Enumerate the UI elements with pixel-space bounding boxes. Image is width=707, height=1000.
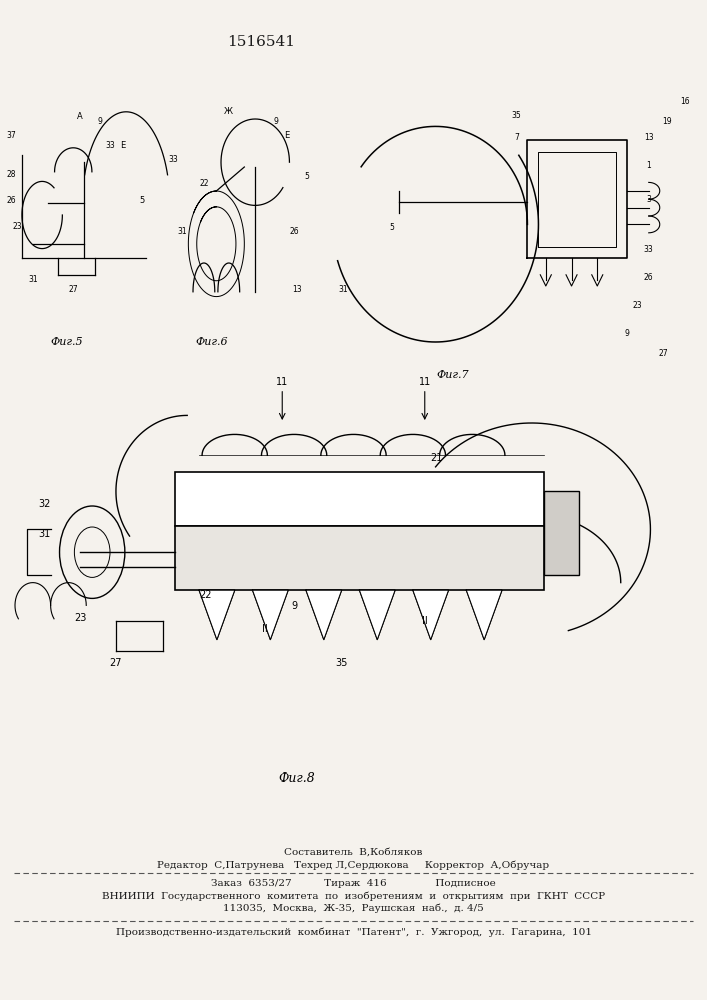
Text: 22: 22: [199, 179, 209, 188]
Text: 33: 33: [168, 155, 177, 164]
Text: 13: 13: [644, 133, 653, 142]
Polygon shape: [175, 526, 544, 590]
Text: 11: 11: [276, 377, 288, 387]
Text: 31: 31: [177, 227, 187, 236]
Text: Составитель  В,Кобляков: Составитель В,Кобляков: [284, 848, 423, 856]
Text: 32: 32: [38, 499, 51, 509]
Text: 19: 19: [662, 117, 672, 126]
Polygon shape: [199, 590, 235, 640]
Polygon shape: [544, 491, 579, 575]
Text: 5: 5: [139, 196, 144, 205]
Text: II: II: [262, 624, 267, 634]
Text: 33: 33: [644, 245, 653, 254]
Text: 1: 1: [646, 161, 651, 170]
Text: 9: 9: [273, 117, 278, 126]
Text: 11: 11: [419, 377, 431, 387]
Text: E: E: [120, 141, 126, 150]
Text: 31: 31: [28, 275, 37, 284]
Text: 1516541: 1516541: [228, 35, 296, 49]
Text: Производственно-издательский  комбинат  "Патент",  г.  Ужгород,  ул.  Гагарина, : Производственно-издательский комбинат "П…: [115, 927, 592, 937]
Text: 37: 37: [6, 131, 16, 140]
Text: 23: 23: [633, 301, 643, 310]
Text: Ж: Ж: [224, 107, 233, 116]
Text: 26: 26: [289, 227, 299, 236]
Polygon shape: [306, 590, 341, 640]
Text: 9: 9: [624, 329, 629, 338]
Text: 26: 26: [644, 273, 653, 282]
Text: 23: 23: [13, 222, 22, 231]
Text: Редактор  С,Патрунева   Техред Л,Сердюкова     Корректор  А,Обручар: Редактор С,Патрунева Техред Л,Сердюкова …: [158, 860, 549, 870]
Text: 27: 27: [69, 285, 78, 294]
Text: 35: 35: [335, 658, 348, 668]
Text: 35: 35: [512, 111, 521, 120]
Text: 31: 31: [339, 285, 349, 294]
Text: E: E: [284, 131, 289, 140]
Text: Фиг.5: Фиг.5: [51, 337, 83, 347]
Text: 5: 5: [304, 172, 309, 181]
Text: 3: 3: [646, 195, 651, 204]
Text: 21: 21: [431, 453, 443, 463]
Text: 26: 26: [6, 196, 16, 205]
Text: A: A: [76, 112, 82, 121]
Text: 33: 33: [106, 141, 115, 150]
Text: 27: 27: [659, 349, 668, 358]
Text: 7: 7: [514, 133, 519, 142]
Text: Фиг.7: Фиг.7: [436, 370, 469, 380]
Polygon shape: [467, 590, 502, 640]
Text: II: II: [422, 616, 428, 626]
Text: Фиг.8: Фиг.8: [279, 772, 315, 785]
Text: 22: 22: [199, 590, 211, 600]
Text: 31: 31: [39, 529, 51, 539]
Text: 27: 27: [110, 658, 122, 668]
Polygon shape: [175, 472, 544, 526]
Text: 28: 28: [6, 170, 16, 179]
Text: 9: 9: [291, 601, 297, 611]
Text: ВНИИПИ  Государственного  комитета  по  изобретениям  и  открытиям  при  ГКНТ  С: ВНИИПИ Государственного комитета по изоб…: [102, 891, 605, 901]
Polygon shape: [413, 590, 448, 640]
Polygon shape: [359, 590, 395, 640]
Text: 9: 9: [98, 117, 102, 126]
Text: Заказ  6353/27          Тираж  416               Подписное: Заказ 6353/27 Тираж 416 Подписное: [211, 880, 496, 888]
Text: 16: 16: [681, 97, 690, 106]
Text: 5: 5: [389, 223, 394, 232]
Text: Фиг.6: Фиг.6: [196, 337, 228, 347]
Polygon shape: [252, 590, 288, 640]
Text: 23: 23: [74, 613, 86, 623]
Text: 13: 13: [293, 285, 302, 294]
Text: 113035,  Москва,  Ж-35,  Раушская  наб.,  д. 4/5: 113035, Москва, Ж-35, Раушская наб., д. …: [223, 903, 484, 913]
